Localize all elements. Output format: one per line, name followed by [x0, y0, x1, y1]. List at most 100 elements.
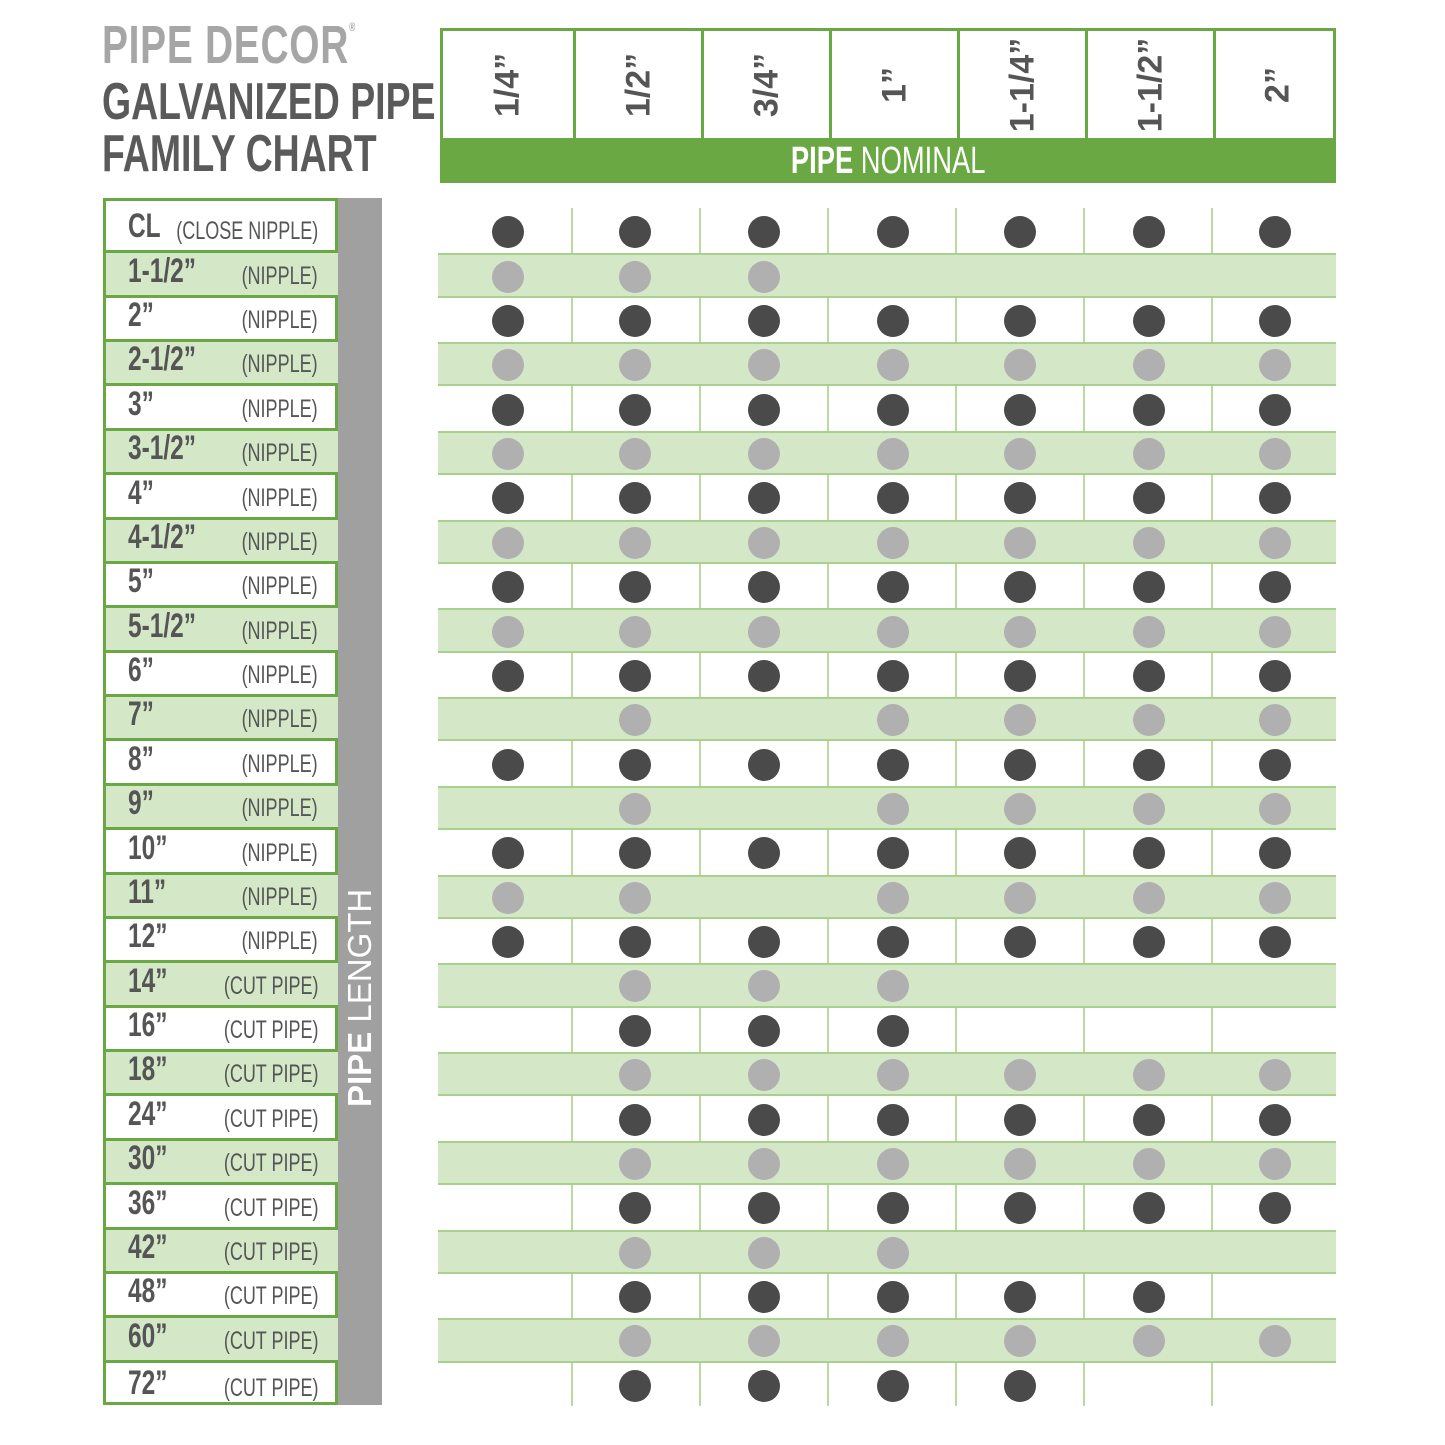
- availability-dot: [748, 1281, 780, 1314]
- availability-dot: [1004, 349, 1036, 382]
- row-type: (NIPPLE): [241, 261, 318, 290]
- availability-dot: [619, 482, 651, 515]
- row-label: 1-1/2” (NIPPLE): [106, 252, 338, 298]
- column-label: 1/4”: [488, 52, 527, 117]
- availability-dot: [619, 1147, 651, 1180]
- row-label: 2-1/2” (NIPPLE): [106, 340, 338, 387]
- availability-dot: [1133, 571, 1165, 604]
- availability-dot: [1259, 1059, 1291, 1092]
- row-type: (NIPPLE): [241, 882, 318, 911]
- column-label: 3/4”: [747, 52, 785, 117]
- availability-dot: [748, 926, 780, 959]
- availability-dot: [619, 526, 651, 559]
- availability-dot: [1133, 1192, 1165, 1225]
- column-label: 1-1/2”: [1131, 37, 1169, 132]
- row-type: (NIPPLE): [241, 572, 318, 601]
- availability-dot: [877, 526, 909, 559]
- row-type: (NIPPLE): [241, 705, 318, 734]
- column-header-cell: 1-1/4”: [960, 31, 1088, 138]
- availability-dot: [492, 837, 524, 870]
- availability-dot: [1004, 1147, 1036, 1180]
- availability-dot: [619, 926, 651, 959]
- column-label: 1-1/4”: [1003, 37, 1041, 132]
- availability-dot: [877, 216, 909, 249]
- availability-dot: [492, 260, 524, 293]
- pipe-length-label-text: LENGTH: [341, 888, 378, 1023]
- availability-dot: [877, 970, 909, 1003]
- row-label: 14” (CUT PIPE): [106, 962, 338, 1008]
- availability-dot: [1133, 1281, 1165, 1314]
- availability-dot: [877, 1147, 909, 1180]
- availability-dot: [877, 1236, 909, 1269]
- row-size: 4”: [128, 473, 154, 512]
- row-label: 60” (CUT PIPE): [106, 1317, 338, 1363]
- availability-dot: [748, 526, 780, 559]
- row-size: 30”: [128, 1139, 168, 1178]
- availability-dot: [748, 438, 780, 471]
- availability-dot: [619, 1103, 651, 1136]
- row-type: (NIPPLE): [241, 306, 318, 335]
- row-size: 48”: [128, 1272, 168, 1311]
- availability-dot: [1259, 793, 1291, 825]
- page-title-line1: GALVANIZED PIPE: [102, 73, 436, 131]
- availability-dot: [1259, 926, 1291, 959]
- row-type: (NIPPLE): [241, 394, 318, 423]
- availability-dot: [1004, 482, 1036, 515]
- row-label: 72” (CUT PIPE): [106, 1363, 338, 1407]
- availability-dot: [748, 615, 780, 648]
- availability-dot: [619, 1236, 651, 1269]
- availability-dot: [619, 1325, 651, 1358]
- row-type: (CUT PIPE): [223, 971, 318, 1000]
- availability-dot: [1004, 571, 1036, 604]
- availability-dot: [877, 748, 909, 781]
- row-type: (NIPPLE): [241, 439, 318, 468]
- row-type: (CUT PIPE): [223, 1373, 318, 1402]
- availability-dot: [748, 1014, 780, 1047]
- row-size: 4-1/2”: [128, 517, 197, 556]
- availability-dot: [877, 349, 909, 382]
- row-type: (NIPPLE): [241, 527, 318, 556]
- availability-dot: [619, 1192, 651, 1225]
- row-type: (NIPPLE): [241, 927, 318, 956]
- row-size: 16”: [128, 1006, 168, 1045]
- row-type: (CUT PIPE): [223, 1193, 318, 1222]
- column-header-cell: 1”: [832, 31, 960, 138]
- availability-dot: [1133, 349, 1165, 382]
- brand-logo: PIPE DECOR®: [102, 14, 455, 76]
- pipe-nominal-label: PIPE NOMINAL: [440, 138, 1336, 183]
- availability-dot: [619, 837, 651, 870]
- availability-dot: [619, 349, 651, 382]
- row-label: 5-1/2” (NIPPLE): [106, 606, 338, 653]
- availability-dot: [1004, 1103, 1036, 1136]
- availability-dot: [748, 1147, 780, 1180]
- availability-grid: [438, 208, 1336, 1408]
- availability-dot: [748, 1325, 780, 1358]
- availability-dot: [619, 615, 651, 648]
- availability-dot: [1133, 393, 1165, 426]
- availability-dot: [492, 748, 524, 781]
- row-type: (CUT PIPE): [223, 1237, 318, 1266]
- availability-dot: [619, 970, 651, 1003]
- row-size: 8”: [128, 739, 154, 778]
- availability-dot: [619, 1059, 651, 1092]
- row-label: 42” (CUT PIPE): [106, 1228, 338, 1274]
- availability-dot: [1004, 1325, 1036, 1358]
- row-label: 12” (NIPPLE): [106, 917, 338, 964]
- row-size: 5”: [128, 562, 154, 601]
- availability-dot: [492, 393, 524, 426]
- availability-dot: [619, 1369, 651, 1402]
- row-size: 5-1/2”: [128, 606, 197, 645]
- row-size: 72”: [128, 1363, 168, 1402]
- availability-dot: [877, 881, 909, 914]
- availability-dot: [1259, 1325, 1291, 1358]
- row-type: (NIPPLE): [241, 661, 318, 690]
- availability-dot: [619, 793, 651, 825]
- row-label: 48” (CUT PIPE): [106, 1272, 338, 1319]
- availability-dot: [877, 1281, 909, 1314]
- row-labels: CL (CLOSE NIPPLE) 1-1/2” (NIPPLE) 2” (NIPPLE)…: [103, 198, 338, 1405]
- row-label: 36” (CUT PIPE): [106, 1184, 338, 1230]
- availability-dot: [1259, 216, 1291, 249]
- availability-dot: [1259, 438, 1291, 471]
- availability-dot: [1259, 393, 1291, 426]
- availability-dot: [619, 393, 651, 426]
